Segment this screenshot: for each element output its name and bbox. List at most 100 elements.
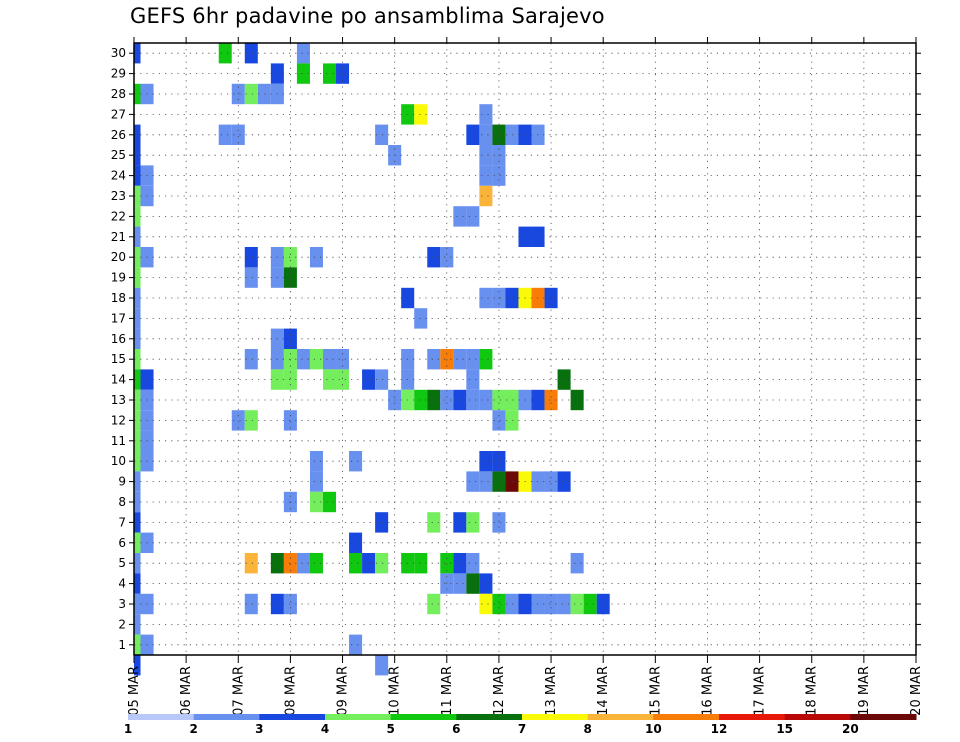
- x-tick-label: 13 MAR: [544, 666, 559, 716]
- legend-label: 5: [386, 722, 394, 736]
- y-tick-label: 20: [111, 250, 126, 264]
- precip-cell: [466, 124, 480, 145]
- precip-cell: [479, 573, 493, 594]
- precip-cell: [134, 185, 141, 207]
- precip-cell: [427, 247, 441, 268]
- precip-cell: [466, 573, 480, 594]
- precip-cell: [134, 655, 141, 676]
- precip-cell: [479, 287, 493, 309]
- y-tick-label: 25: [111, 148, 126, 162]
- precip-cell: [336, 369, 350, 390]
- precip-cell: [134, 349, 141, 370]
- legend-swatch: [719, 714, 786, 720]
- precip-cell: [134, 43, 141, 64]
- precip-cell: [309, 349, 323, 370]
- y-tick-label: 26: [111, 128, 126, 142]
- precip-cell: [244, 349, 258, 370]
- precip-cell: [134, 247, 141, 268]
- precip-cell: [479, 124, 493, 145]
- plot-frame: [133, 42, 917, 656]
- precip-cell: [505, 389, 519, 411]
- precip-cell: [466, 512, 480, 533]
- legend-swatch: [456, 714, 523, 720]
- precip-cell: [479, 471, 493, 492]
- precip-cell: [231, 83, 245, 105]
- y-tick-label: 8: [118, 495, 126, 509]
- precip-cell: [414, 308, 428, 329]
- legend-swatch: [193, 714, 260, 720]
- precip-cell: [505, 287, 519, 309]
- precip-cell: [596, 593, 610, 615]
- y-tick-label: 22: [111, 209, 126, 223]
- precip-cell: [492, 165, 506, 186]
- precip-cell: [479, 165, 493, 186]
- precip-cell: [427, 512, 441, 533]
- precip-cell: [440, 553, 454, 574]
- y-tick-label: 12: [111, 413, 126, 427]
- y-tick-label: 18: [111, 291, 126, 305]
- precip-cell: [244, 593, 258, 615]
- precip-cell: [283, 267, 297, 288]
- legend-label: 3: [255, 722, 263, 736]
- x-tick-label: 20 MAR: [909, 666, 924, 716]
- x-tick-label: 10 MAR: [388, 666, 403, 716]
- precip-cell: [479, 389, 493, 411]
- precip-cell: [492, 410, 506, 431]
- y-tick-label: 10: [111, 454, 126, 468]
- legend-label: 10: [645, 722, 662, 736]
- precip-cell: [570, 553, 584, 574]
- precip-cell: [134, 226, 141, 247]
- precip-cell: [427, 349, 441, 370]
- y-tick-label: 13: [111, 393, 126, 407]
- precip-cell: [134, 308, 141, 329]
- precip-cell: [479, 593, 493, 615]
- precip-cell: [362, 553, 376, 574]
- precip-cell: [244, 83, 258, 105]
- precip-cell: [134, 512, 141, 533]
- precip-cell: [453, 553, 467, 574]
- precip-cell: [362, 369, 376, 390]
- y-tick-label: 19: [111, 271, 126, 285]
- precip-cell: [134, 165, 141, 186]
- legend-label: 4: [321, 722, 329, 736]
- precip-cell: [440, 247, 454, 268]
- y-tick-label: 17: [111, 311, 126, 325]
- precip-cell: [466, 471, 480, 492]
- precip-cell: [479, 145, 493, 166]
- precip-cell: [134, 614, 141, 635]
- precip-cell: [375, 124, 389, 145]
- y-tick-label: 5: [118, 556, 126, 570]
- precip-cell: [244, 410, 258, 431]
- precip-cell: [492, 124, 506, 145]
- precip-cell: [440, 389, 454, 411]
- precip-cell: [134, 287, 141, 309]
- precip-cell: [557, 471, 571, 492]
- precip-cell: [375, 512, 389, 533]
- y-tick-label: 24: [111, 169, 126, 183]
- y-tick-label: 30: [111, 46, 126, 60]
- y-tick-label: 23: [111, 189, 126, 203]
- precip-cell: [453, 206, 467, 227]
- precip-cell: [244, 553, 258, 574]
- color-legend: 1 2 3 4 5 6 7 8 10 12 15 20: [124, 714, 917, 736]
- precip-cell: [322, 349, 337, 370]
- precip-cell: [427, 389, 441, 411]
- precip-cell: [134, 634, 141, 655]
- precip-cell: [134, 369, 141, 390]
- precip-cell: [309, 471, 323, 492]
- precip-cell: [466, 389, 480, 411]
- precip-cell: [134, 553, 141, 574]
- precip-cell: [492, 471, 506, 492]
- precip-cell: [479, 104, 493, 125]
- y-tick-label: 16: [111, 332, 126, 346]
- legend-label: 12: [711, 722, 728, 736]
- legend-swatch: [587, 714, 654, 720]
- x-tick-label: 12 MAR: [492, 666, 507, 716]
- precip-cell: [414, 389, 428, 411]
- precip-cell: [134, 471, 141, 492]
- precip-cell: [453, 349, 467, 370]
- y-axis: 1234567891011121314151617181920212223242…: [111, 46, 921, 652]
- precip-cell: [309, 491, 323, 513]
- precip-cell: [322, 369, 337, 390]
- legend-swatch: [259, 714, 326, 720]
